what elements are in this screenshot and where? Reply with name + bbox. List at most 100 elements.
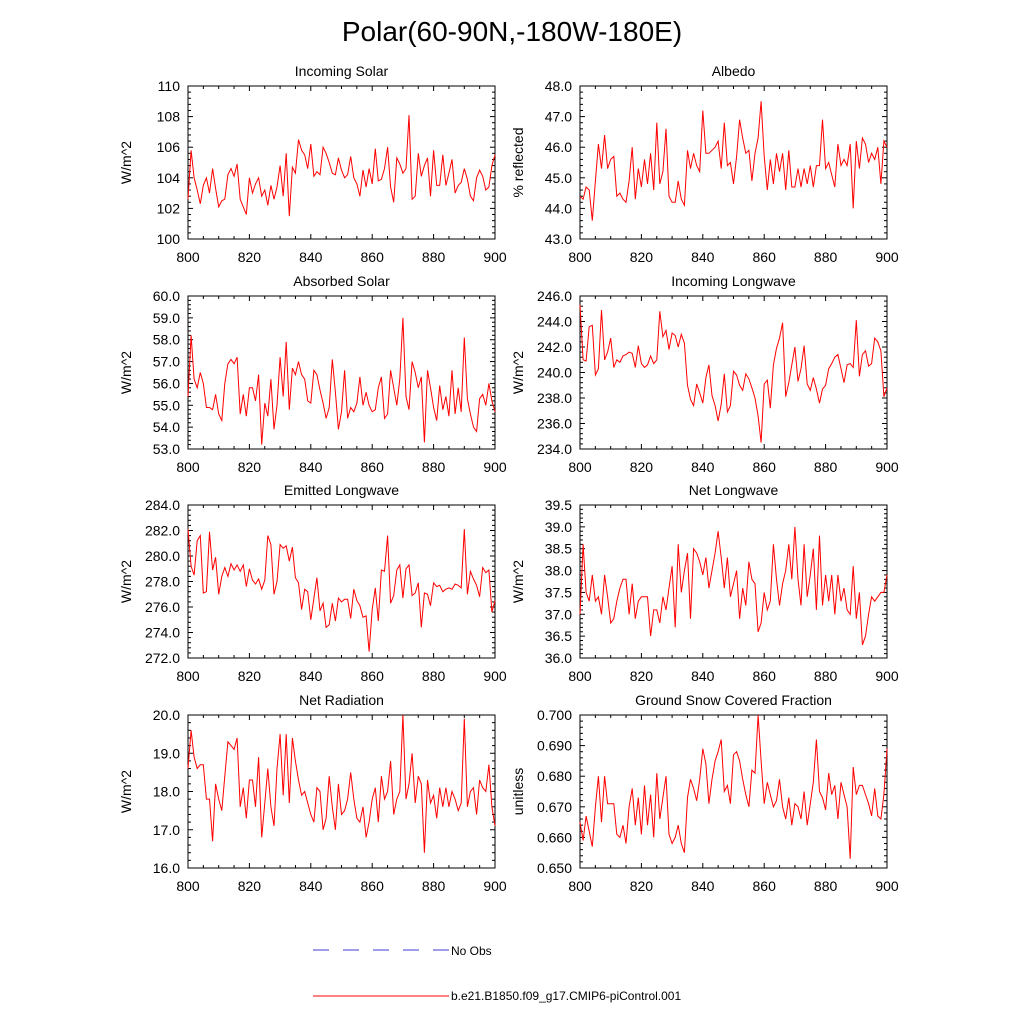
y-tick-label: 104: [157, 170, 181, 186]
y-tick-label: 244.0: [537, 314, 572, 330]
legend-run-label: b.e21.B1850.f09_g17.CMIP6-piControl.001: [451, 989, 681, 1003]
x-tick-label: 820: [238, 459, 262, 475]
y-tick-label: 55.0: [153, 397, 180, 413]
x-tick-label: 900: [483, 249, 507, 265]
chart-panel: Albedo % reflected 800 820 840 860 880 900 43.0 4…: [510, 63, 899, 265]
y-tick-label: 0.680: [537, 768, 572, 784]
y-tick-label: 57.0: [153, 354, 180, 370]
x-tick-label: 820: [630, 459, 654, 475]
x-tick-label: 860: [753, 459, 777, 475]
series-line: [579, 714, 888, 859]
y-tick-label: 39.0: [545, 519, 572, 535]
panel-title: Absorbed Solar: [293, 273, 390, 289]
x-tick-label: 840: [299, 878, 323, 894]
y-tick-label: 0.670: [537, 799, 572, 815]
x-tick-label: 880: [814, 878, 838, 894]
y-tick-label: 276.0: [145, 599, 180, 615]
figure-title: Polar(60-90N,-180W-180E): [342, 16, 682, 47]
x-tick-label: 840: [299, 459, 323, 475]
x-tick-label: 900: [875, 459, 899, 475]
y-tick-label: 0.690: [537, 738, 572, 754]
x-tick-label: 840: [691, 249, 715, 265]
x-tick-label: 900: [483, 668, 507, 684]
legend: No Obs b.e21.B1850.f09_g17.CMIP6-piContro…: [313, 944, 681, 1003]
y-tick-label: 272.0: [145, 650, 180, 666]
y-tick-label: 45.0: [545, 170, 572, 186]
series-line: [187, 115, 496, 217]
y-tick-label: 19.0: [153, 745, 180, 761]
y-tick-label: 0.650: [537, 860, 572, 876]
y-tick-label: 20.0: [153, 707, 180, 723]
chart-panel: Net Longwave W/m^2 800 820 840 860 880 900 36.0 3…: [510, 482, 899, 684]
y-tick-label: 282.0: [145, 523, 180, 539]
x-tick-label: 860: [753, 878, 777, 894]
y-tick-label: 37.5: [545, 584, 572, 600]
y-tick-label: 44.0: [545, 200, 572, 216]
y-axis-label: % reflected: [510, 127, 526, 197]
x-tick-label: 840: [691, 459, 715, 475]
y-axis-label: W/m^2: [510, 351, 526, 394]
x-tick-label: 820: [238, 668, 262, 684]
x-tick-label: 880: [814, 459, 838, 475]
x-tick-label: 900: [875, 668, 899, 684]
x-tick-label: 900: [875, 249, 899, 265]
y-tick-label: 106: [157, 139, 181, 155]
y-tick-label: 280.0: [145, 548, 180, 564]
y-axis-label: unitless: [510, 768, 526, 815]
x-tick-label: 800: [568, 668, 592, 684]
x-tick-label: 860: [753, 668, 777, 684]
x-tick-label: 880: [422, 878, 446, 894]
x-tick-label: 880: [422, 459, 446, 475]
y-tick-label: 16.0: [153, 860, 180, 876]
y-tick-label: 274.0: [145, 625, 180, 641]
series-line: [187, 714, 496, 853]
x-tick-label: 880: [814, 668, 838, 684]
x-tick-label: 880: [814, 249, 838, 265]
x-tick-label: 820: [630, 878, 654, 894]
y-tick-label: 60.0: [153, 288, 180, 304]
chart-panel: Incoming Longwave W/m^2 800 820 840 860 880 900…: [510, 273, 899, 475]
x-tick-label: 880: [422, 249, 446, 265]
y-axis-label: W/m^2: [118, 141, 134, 184]
x-tick-label: 840: [299, 249, 323, 265]
y-tick-label: 278.0: [145, 574, 180, 590]
panel-title: Emitted Longwave: [284, 482, 399, 498]
x-tick-label: 840: [691, 668, 715, 684]
y-tick-label: 58.0: [153, 332, 180, 348]
x-tick-label: 900: [875, 878, 899, 894]
y-tick-label: 246.0: [537, 288, 572, 304]
x-tick-label: 800: [568, 878, 592, 894]
series-line: [579, 101, 888, 221]
x-tick-label: 900: [483, 459, 507, 475]
x-tick-label: 800: [176, 459, 200, 475]
y-tick-label: 43.0: [545, 231, 572, 247]
x-tick-label: 860: [753, 249, 777, 265]
chart-panel: Absorbed Solar W/m^2 800 820 840 860 880 900 53.…: [118, 273, 507, 475]
y-axis-label: W/m^2: [118, 351, 134, 394]
y-tick-label: 59.0: [153, 310, 180, 326]
y-tick-label: 102: [157, 200, 181, 216]
series-line: [187, 317, 496, 445]
y-tick-label: 0.700: [537, 707, 572, 723]
chart-panels: Incoming Solar W/m^2 800 820 840 860 880 900 100…: [118, 63, 899, 894]
x-tick-label: 820: [238, 249, 262, 265]
y-tick-label: 37.0: [545, 606, 572, 622]
panel-title: Albedo: [712, 63, 756, 79]
chart-panel: Net Radiation W/m^2 800 820 840 860 880 900 16.0…: [118, 692, 507, 894]
y-tick-label: 108: [157, 109, 181, 125]
x-tick-label: 840: [299, 668, 323, 684]
y-tick-label: 36.0: [545, 650, 572, 666]
legend-obs-label: No Obs: [451, 944, 492, 958]
panel-title: Net Radiation: [299, 692, 384, 708]
x-tick-label: 820: [238, 878, 262, 894]
y-tick-label: 240.0: [537, 365, 572, 381]
y-tick-label: 39.5: [545, 497, 572, 513]
y-tick-label: 53.0: [153, 441, 180, 457]
y-tick-label: 100: [157, 231, 181, 247]
y-tick-label: 242.0: [537, 339, 572, 355]
x-tick-label: 800: [568, 249, 592, 265]
y-tick-label: 238.0: [537, 390, 572, 406]
y-tick-label: 46.0: [545, 139, 572, 155]
y-tick-label: 54.0: [153, 419, 180, 435]
